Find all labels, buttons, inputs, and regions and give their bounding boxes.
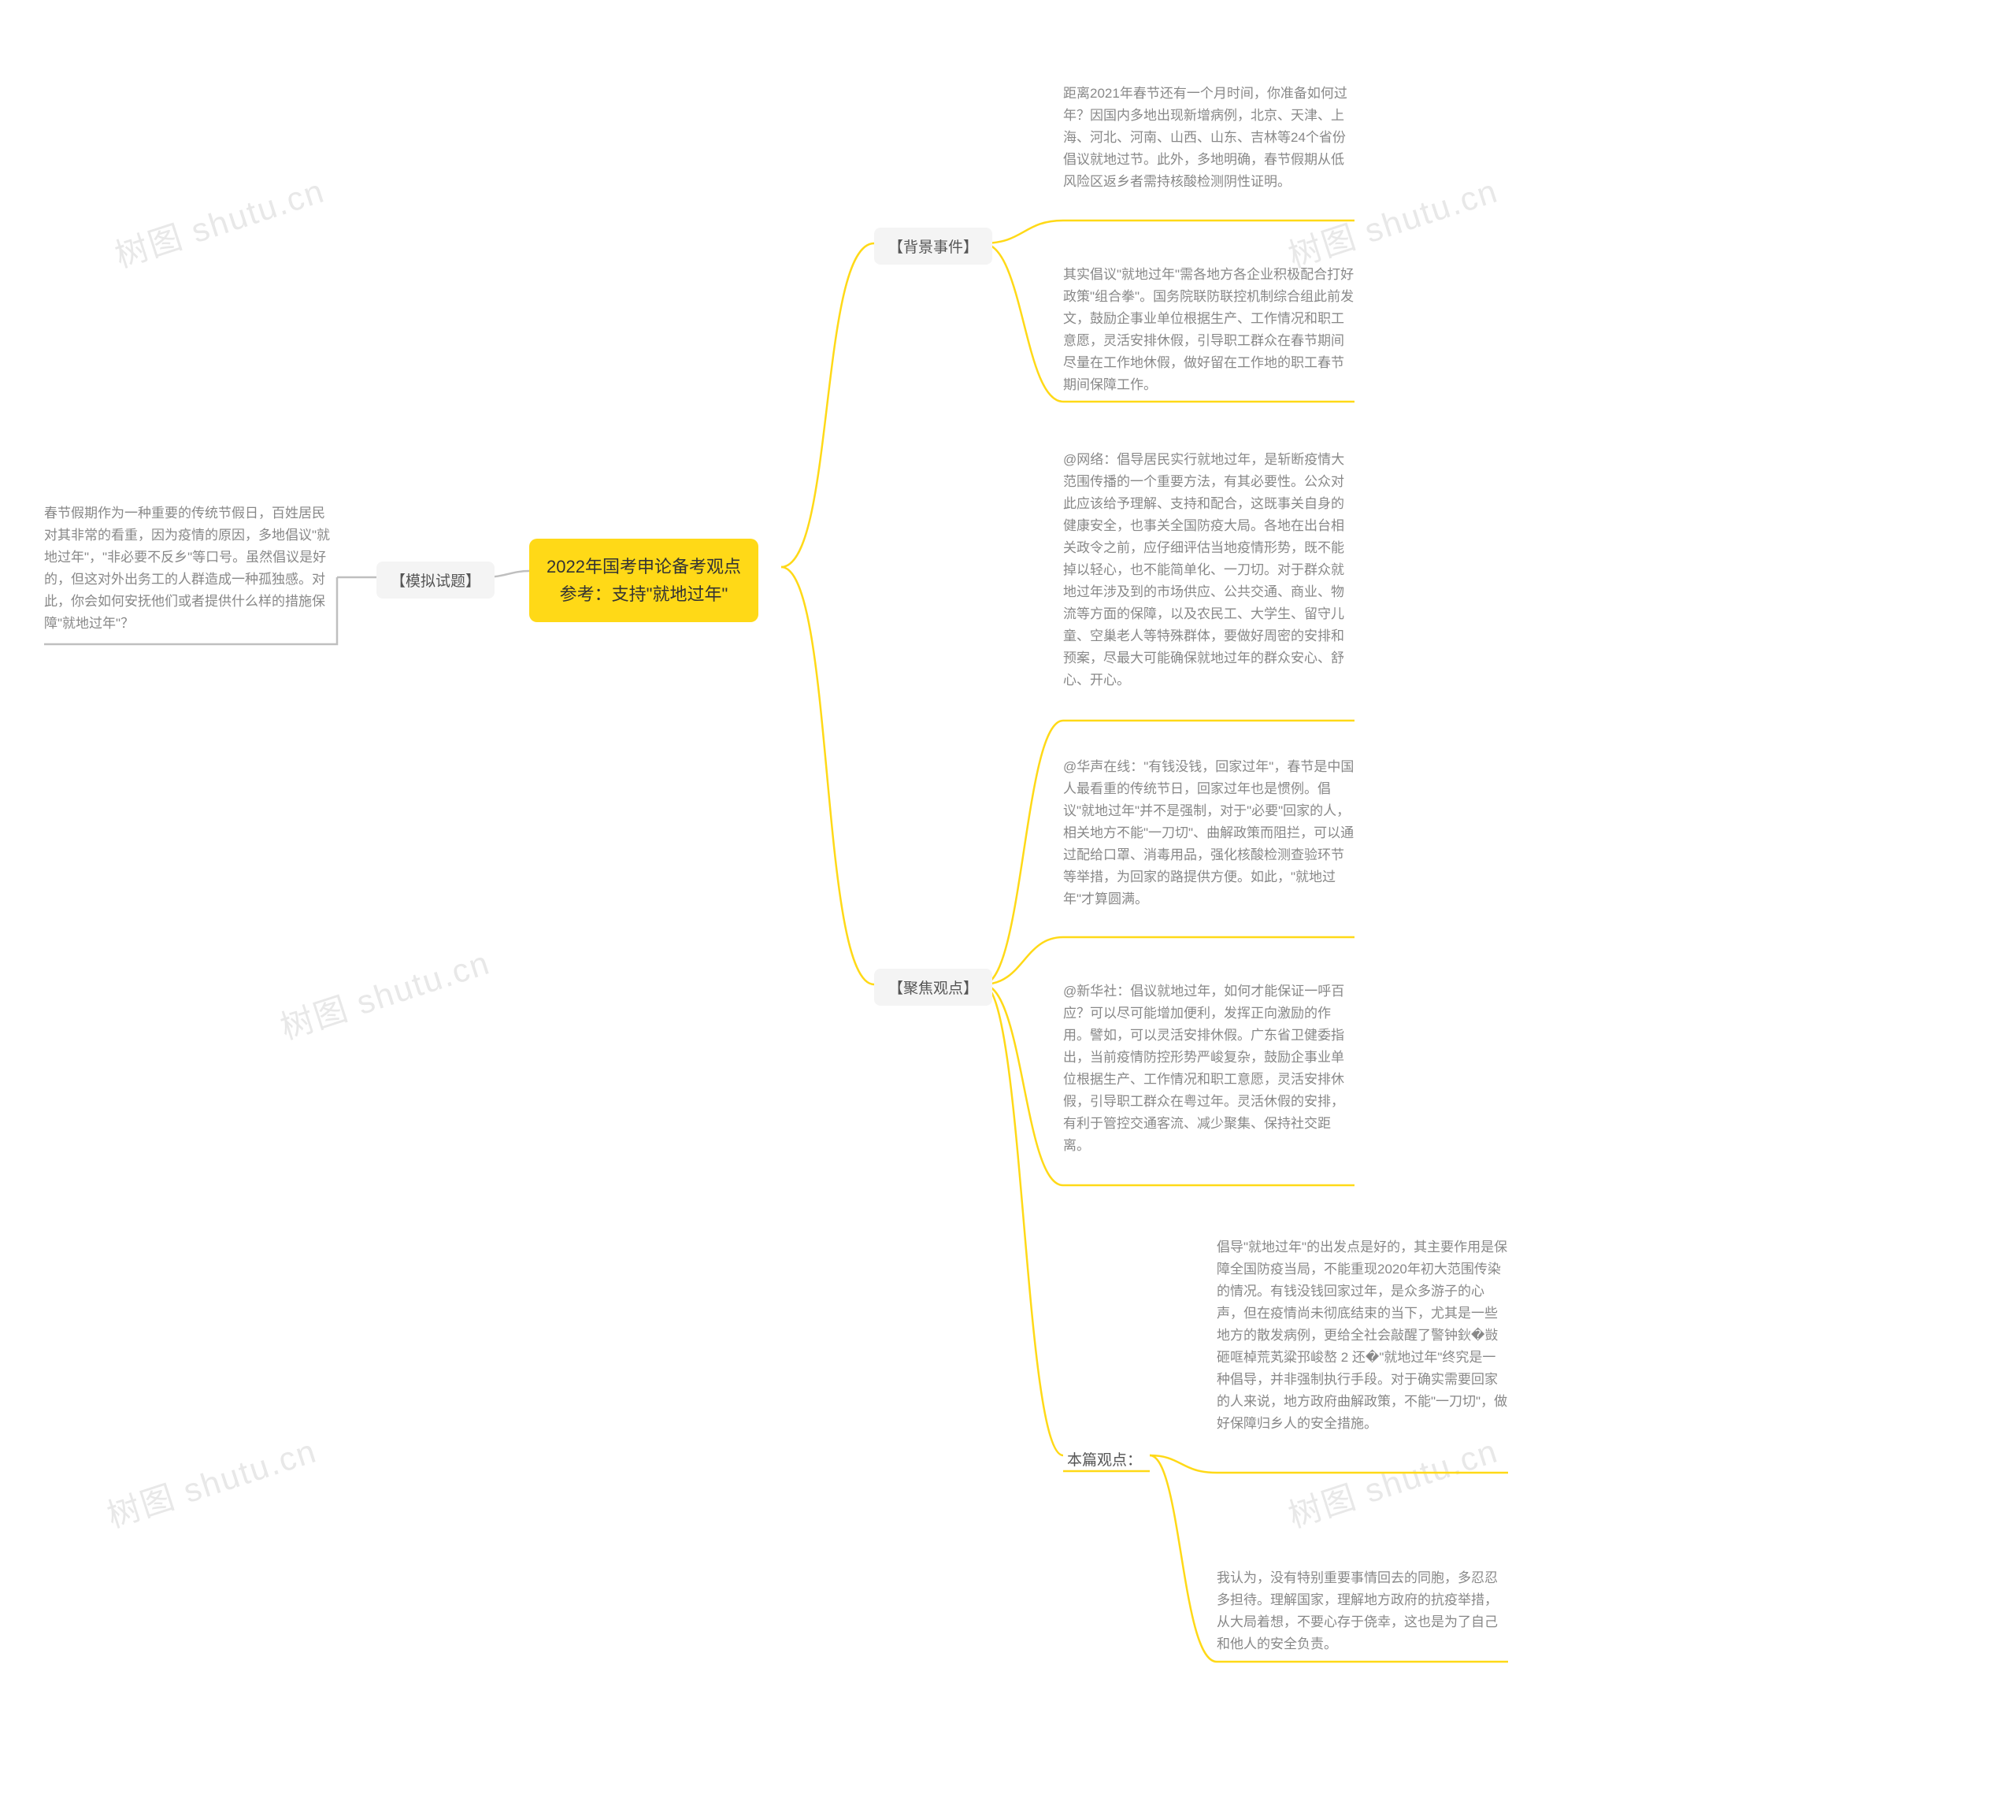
branch-moni-label: 【模拟试题】 — [391, 573, 480, 590]
branch-focus[interactable]: 【聚焦观点】 — [874, 969, 992, 1006]
watermark: 树图 shutu.cn — [100, 1425, 322, 1537]
branch-background-label: 【背景事件】 — [888, 239, 978, 256]
branch-moni[interactable]: 【模拟试题】 — [376, 562, 495, 599]
subnode-benpian-label: 本篇观点： — [1067, 1452, 1142, 1469]
root-node[interactable]: 2022年国考申论备考观点 参考：支持"就地过年" — [529, 539, 758, 622]
subnode-benpian[interactable]: 本篇观点： — [1067, 1445, 1142, 1473]
leaf-benpian-2: 我认为，没有特别重要事情回去的同胞，多忍忍多担待。理解国家，理解地方政府的抗疫举… — [1217, 1567, 1508, 1655]
mindmap-connectors — [0, 0, 2016, 1820]
leaf-bg-2: 其实倡议"就地过年"需各地方各企业积极配合打好政策"组合拳"。国务院联防联控机制… — [1063, 264, 1354, 396]
root-title-line1: 2022年国考申论备考观点 — [547, 557, 741, 576]
leaf-focus-1: @网络：倡导居民实行就地过年，是斩断疫情大范围传播的一个重要方法，有其必要性。公… — [1063, 449, 1354, 692]
leaf-bg-1: 距离2021年春节还有一个月时间，你准备如何过年？因国内多地出现新增病例，北京、… — [1063, 83, 1354, 193]
branch-background[interactable]: 【背景事件】 — [874, 228, 992, 265]
watermark: 树图 shutu.cn — [1281, 1425, 1503, 1537]
root-title-line2: 参考：支持"就地过年" — [560, 584, 728, 604]
watermark: 树图 shutu.cn — [273, 936, 495, 1049]
leaf-focus-3: @新华社：倡议就地过年，如何才能保证一呼百应？可以尽可能增加便利，发挥正向激励的… — [1063, 980, 1354, 1157]
leaf-focus-2: @华声在线："有钱没钱，回家过年"，春节是中国人最看重的传统节日，回家过年也是惯… — [1063, 756, 1354, 910]
branch-focus-label: 【聚焦观点】 — [888, 980, 978, 997]
leaf-moni-text: 春节假期作为一种重要的传统节假日，百姓居民对其非常的看重，因为疫情的原因，多地倡… — [44, 502, 335, 635]
leaf-benpian-1: 倡导"就地过年"的出发点是好的，其主要作用是保障全国防疫当局，不能重现2020年… — [1217, 1236, 1508, 1435]
watermark: 树图 shutu.cn — [108, 165, 330, 277]
